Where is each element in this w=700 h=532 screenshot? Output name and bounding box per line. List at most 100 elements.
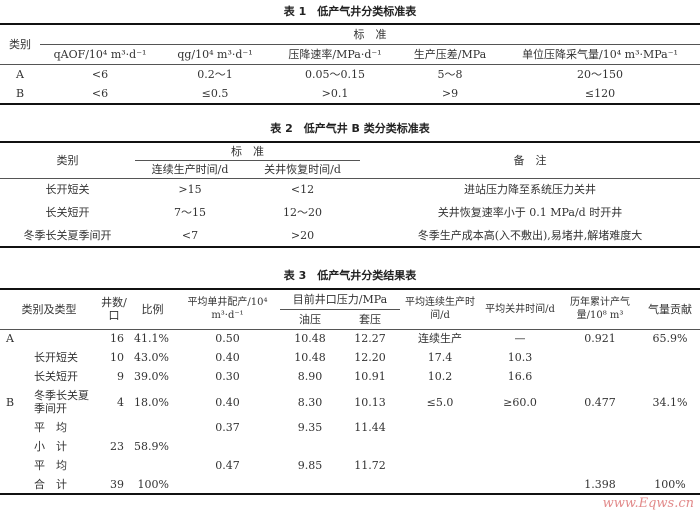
table-row: 小 计 23 58.9% bbox=[0, 437, 700, 456]
table-row: A 16 41.1% 0.50 10.48 12.27 连续生产 — 0.921 65.9% bbox=[0, 329, 700, 348]
cell: B bbox=[6, 395, 15, 409]
t3-header-alloc: 平均单井配产/10⁴ m³·d⁻¹ bbox=[187, 297, 268, 322]
cell: 5～8 bbox=[437, 67, 463, 81]
cell bbox=[130, 456, 175, 475]
cell: A bbox=[6, 332, 14, 346]
cell bbox=[560, 348, 640, 367]
table-row: 长开短关 10 43.0% 0.40 10.48 12.20 17.4 10.3 bbox=[0, 348, 700, 367]
cell: 58.9% bbox=[134, 440, 169, 453]
cell: 1.398 bbox=[584, 477, 616, 491]
table3-title: 表 3 低产气井分类结果表 bbox=[283, 269, 417, 282]
cell: >9 bbox=[441, 87, 459, 100]
cell: <7 bbox=[181, 228, 199, 242]
t2-category-header: 类别 bbox=[56, 153, 79, 167]
t1-col: 压降速率/MPa·d⁻¹ bbox=[288, 47, 382, 61]
cell: 100% bbox=[137, 477, 169, 491]
table3: 类别及类型 井数/口 比例 平均单井配产/10⁴ m³·d⁻¹ 目前井口压力/M… bbox=[0, 288, 700, 495]
cell bbox=[560, 437, 640, 456]
cell bbox=[98, 456, 130, 475]
cell: 11.44 bbox=[354, 421, 386, 434]
table1-title: 表 1 低产气井分类标准表 bbox=[283, 5, 417, 18]
cell: 小 计 bbox=[34, 440, 67, 453]
cell: 100% bbox=[654, 477, 686, 491]
cell: 7～15 bbox=[174, 206, 206, 219]
cell: 冬季长关夏季间开 bbox=[23, 228, 112, 242]
cell bbox=[175, 475, 280, 494]
table2-title: 表 2 低产气井 B 类分类标准表 bbox=[270, 122, 430, 135]
t3-header-count: 井数/口 bbox=[101, 296, 127, 323]
cell: 连续生产 bbox=[418, 332, 462, 346]
cell bbox=[400, 418, 480, 437]
cell: 12.27 bbox=[354, 332, 386, 346]
table-row: 平 均 0.37 9.35 11.44 bbox=[0, 418, 700, 437]
cell bbox=[480, 475, 560, 494]
cell bbox=[130, 418, 175, 437]
cell bbox=[0, 418, 28, 437]
cell: 65.9% bbox=[652, 332, 688, 346]
cell: 8.30 bbox=[297, 395, 323, 409]
cell: 23 bbox=[110, 440, 124, 453]
cell: 长开短关 bbox=[34, 351, 78, 364]
cell bbox=[175, 437, 280, 456]
cell: >0.1 bbox=[321, 87, 349, 100]
table-row: B <6 ≤0.5 >0.1 >9 ≤120 bbox=[0, 84, 700, 104]
cell: 16 bbox=[110, 332, 124, 346]
cell: 34.1% bbox=[652, 395, 688, 409]
cell bbox=[0, 437, 28, 456]
cell: 冬季长关夏季间开 bbox=[34, 389, 89, 415]
table-row: 平 均 0.47 9.85 11.72 bbox=[0, 456, 700, 475]
cell bbox=[560, 456, 640, 475]
cell: 0.921 bbox=[584, 332, 616, 346]
t3-header-type: 类别及类型 bbox=[21, 302, 77, 316]
cell bbox=[640, 418, 700, 437]
cell bbox=[400, 437, 480, 456]
t3-header-cum: 历年累计产气量/10⁸ m³ bbox=[570, 297, 630, 322]
cell: 18.0% bbox=[134, 395, 169, 409]
cell: 12～20 bbox=[283, 206, 322, 219]
cell: 4 bbox=[117, 395, 124, 409]
table1: 类别 标 准 qAOF/10⁴ m³·d⁻¹ qg/10⁴ m³·d⁻¹ 压降速… bbox=[0, 23, 700, 105]
cell: 10.3 bbox=[507, 351, 533, 364]
cell: <6 bbox=[91, 87, 109, 100]
t3-header-tubing: 油压 bbox=[299, 312, 321, 326]
cell: 长关短开 bbox=[34, 370, 78, 383]
cell: 0.37 bbox=[215, 421, 240, 434]
cell: — bbox=[514, 332, 526, 346]
cell bbox=[280, 475, 340, 494]
cell: 0.50 bbox=[215, 332, 240, 346]
cell bbox=[340, 437, 400, 456]
cell: 12.20 bbox=[354, 351, 386, 364]
cell: 冬季生产成本高(入不敷出),易堵井,解堵难度大 bbox=[417, 228, 643, 242]
t3-header-prod: 平均连续生产时间/d bbox=[405, 297, 475, 322]
cell: ≥60.0 bbox=[503, 395, 537, 409]
cell: 16.6 bbox=[507, 370, 533, 383]
cell: 10.91 bbox=[354, 370, 386, 383]
t3-header-casing: 套压 bbox=[359, 312, 381, 326]
cell: 41.1% bbox=[134, 332, 169, 346]
t1-col: 单位压降采气量/10⁴ m³·MPa⁻¹ bbox=[522, 47, 678, 61]
cell: 平 均 bbox=[34, 459, 67, 472]
cell bbox=[0, 367, 28, 386]
cell: 39 bbox=[110, 477, 124, 491]
cell bbox=[480, 456, 560, 475]
watermark: www.Eqws.cn bbox=[602, 496, 694, 511]
cell: 9.85 bbox=[297, 459, 323, 472]
cell: 0.40 bbox=[215, 395, 240, 409]
cell bbox=[0, 348, 28, 367]
cell: 9.35 bbox=[297, 421, 323, 434]
cell bbox=[480, 437, 560, 456]
cell: 进站压力降至系统压力关井 bbox=[464, 183, 596, 197]
t1-col: 生产压差/MPa bbox=[413, 47, 487, 61]
cell bbox=[640, 367, 700, 386]
cell: >15 bbox=[178, 183, 202, 197]
cell bbox=[0, 475, 28, 494]
t1-group-header: 标 准 bbox=[40, 24, 700, 45]
table-row: 长开短关 >15 <12 进站压力降至系统压力关井 bbox=[0, 178, 700, 201]
cell bbox=[480, 418, 560, 437]
cell: <6 bbox=[91, 67, 109, 81]
cell bbox=[28, 329, 98, 348]
cell: 0.47 bbox=[215, 459, 240, 472]
cell: ≤120 bbox=[584, 87, 616, 100]
table-row: B 冬季长关夏季间开 4 18.0% 0.40 8.30 10.13 ≤5.0 ≥60.0 0.4… bbox=[0, 386, 700, 418]
cell: 8.90 bbox=[297, 370, 323, 383]
